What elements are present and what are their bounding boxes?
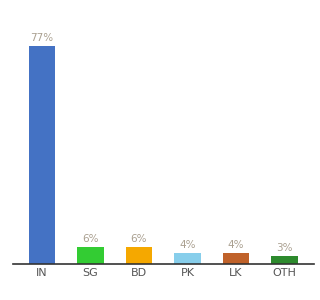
Text: 77%: 77% bbox=[30, 33, 53, 43]
Bar bbox=[223, 253, 249, 264]
Text: 6%: 6% bbox=[131, 234, 147, 244]
Text: 4%: 4% bbox=[228, 240, 244, 250]
Bar bbox=[77, 247, 104, 264]
Text: 3%: 3% bbox=[276, 243, 293, 253]
Text: 4%: 4% bbox=[179, 240, 196, 250]
Text: 6%: 6% bbox=[82, 234, 99, 244]
Bar bbox=[28, 46, 55, 264]
Bar bbox=[271, 256, 298, 264]
Bar bbox=[126, 247, 152, 264]
Bar bbox=[174, 253, 201, 264]
